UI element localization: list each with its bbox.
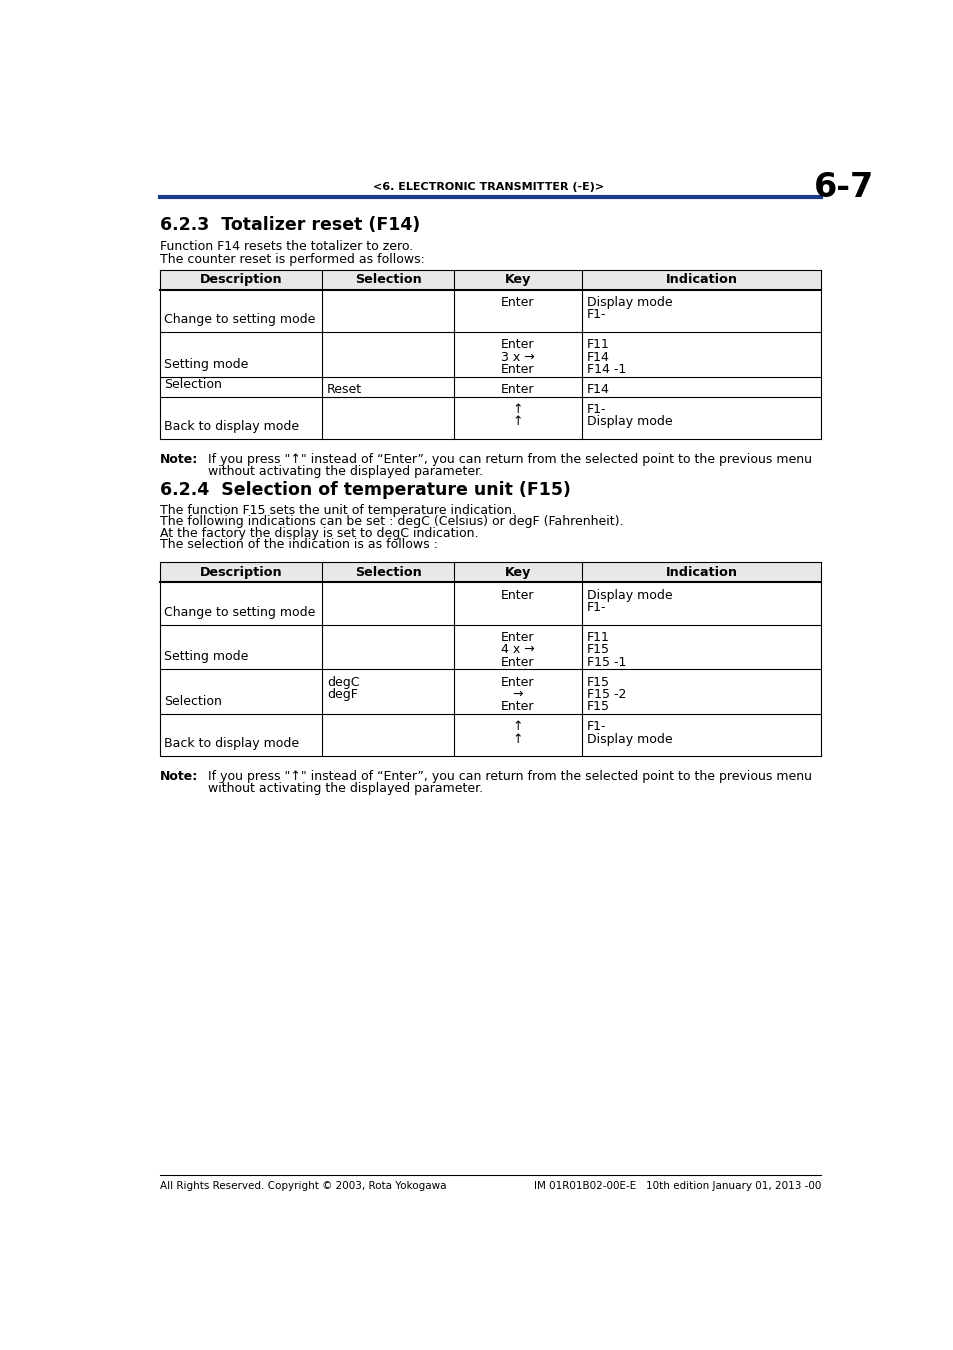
Text: F1-: F1- bbox=[586, 601, 605, 614]
Text: without activating the displayed parameter.: without activating the displayed paramet… bbox=[208, 464, 482, 478]
Text: Note:: Note: bbox=[159, 771, 197, 783]
Text: F15 -2: F15 -2 bbox=[586, 688, 625, 701]
Text: Enter: Enter bbox=[500, 656, 535, 668]
Text: Selection: Selection bbox=[164, 695, 222, 707]
Text: The counter reset is performed as follows:: The counter reset is performed as follow… bbox=[159, 252, 424, 266]
Text: F14: F14 bbox=[586, 351, 609, 363]
Text: Indication: Indication bbox=[665, 566, 737, 579]
Text: ↑: ↑ bbox=[512, 733, 522, 745]
Text: Back to display mode: Back to display mode bbox=[164, 420, 299, 433]
Text: At the factory the display is set to degC indication.: At the factory the display is set to deg… bbox=[159, 526, 477, 540]
Text: 6.2.4  Selection of temperature unit (F15): 6.2.4 Selection of temperature unit (F15… bbox=[159, 481, 570, 500]
Text: Back to display mode: Back to display mode bbox=[164, 737, 299, 751]
Text: F15: F15 bbox=[586, 643, 609, 656]
Text: Description: Description bbox=[199, 273, 282, 286]
Text: Enter: Enter bbox=[500, 363, 535, 375]
Text: Setting mode: Setting mode bbox=[164, 358, 249, 371]
Text: Display mode: Display mode bbox=[586, 589, 672, 602]
Text: F1-: F1- bbox=[586, 404, 605, 416]
Text: Setting mode: Setting mode bbox=[164, 651, 249, 663]
Text: All Rights Reserved. Copyright © 2003, Rota Yokogawa: All Rights Reserved. Copyright © 2003, R… bbox=[159, 1181, 446, 1191]
Text: If you press "↑" instead of “Enter”, you can return from the selected point to t: If you press "↑" instead of “Enter”, you… bbox=[208, 771, 811, 783]
Text: The function F15 sets the unit of temperature indication.: The function F15 sets the unit of temper… bbox=[159, 504, 515, 517]
Text: Enter: Enter bbox=[500, 296, 535, 309]
Text: →: → bbox=[512, 688, 522, 701]
Text: Display mode: Display mode bbox=[586, 416, 672, 428]
Text: If you press "↑" instead of “Enter”, you can return from the selected point to t: If you press "↑" instead of “Enter”, you… bbox=[208, 454, 811, 466]
Text: Display mode: Display mode bbox=[586, 296, 672, 309]
Text: degC: degC bbox=[327, 675, 359, 688]
Text: Note:: Note: bbox=[159, 454, 197, 466]
Bar bbox=[159, 563, 821, 756]
Text: Change to setting mode: Change to setting mode bbox=[164, 606, 315, 618]
Text: Enter: Enter bbox=[500, 630, 535, 644]
Text: IM 01R01B02-00E-E   10th edition January 01, 2013 -00: IM 01R01B02-00E-E 10th edition January 0… bbox=[534, 1181, 821, 1191]
Text: F15: F15 bbox=[586, 701, 609, 713]
Text: Selection: Selection bbox=[355, 566, 421, 579]
Text: F15: F15 bbox=[586, 675, 609, 688]
Text: ↑: ↑ bbox=[512, 721, 522, 733]
Text: The selection of the indication is as follows :: The selection of the indication is as fo… bbox=[159, 539, 437, 551]
Text: Display mode: Display mode bbox=[586, 733, 672, 745]
Text: Change to setting mode: Change to setting mode bbox=[164, 313, 315, 325]
Text: degF: degF bbox=[327, 688, 357, 701]
Bar bbox=[159, 270, 821, 439]
Text: F14 -1: F14 -1 bbox=[586, 363, 625, 375]
Bar bbox=[159, 270, 821, 290]
Text: Selection: Selection bbox=[355, 273, 421, 286]
Text: Description: Description bbox=[199, 566, 282, 579]
Text: F11: F11 bbox=[586, 630, 609, 644]
Text: Key: Key bbox=[504, 273, 531, 286]
Text: without activating the displayed parameter.: without activating the displayed paramet… bbox=[208, 782, 482, 795]
Bar bbox=[159, 563, 821, 582]
Text: Reset: Reset bbox=[327, 383, 362, 396]
Text: F11: F11 bbox=[586, 339, 609, 351]
Text: ↑: ↑ bbox=[512, 416, 522, 428]
Text: 6.2.3  Totalizer reset (F14): 6.2.3 Totalizer reset (F14) bbox=[159, 216, 419, 234]
Text: ↑: ↑ bbox=[512, 404, 522, 416]
Text: Enter: Enter bbox=[500, 383, 535, 396]
Text: Function F14 resets the totalizer to zero.: Function F14 resets the totalizer to zer… bbox=[159, 240, 413, 254]
Text: F1-: F1- bbox=[586, 308, 605, 321]
Text: 4 x →: 4 x → bbox=[500, 643, 535, 656]
Text: The following indications can be set : degC (Celsius) or degF (Fahrenheit).: The following indications can be set : d… bbox=[159, 516, 622, 528]
Text: F14: F14 bbox=[586, 383, 609, 396]
Text: 3 x →: 3 x → bbox=[500, 351, 535, 363]
Text: <6. ELECTRONIC TRANSMITTER (-E)>: <6. ELECTRONIC TRANSMITTER (-E)> bbox=[373, 182, 604, 193]
Text: Enter: Enter bbox=[500, 589, 535, 602]
Text: F15 -1: F15 -1 bbox=[586, 656, 625, 668]
Text: F1-: F1- bbox=[586, 721, 605, 733]
Text: Enter: Enter bbox=[500, 675, 535, 688]
Text: Selection: Selection bbox=[164, 378, 222, 390]
Text: Key: Key bbox=[504, 566, 531, 579]
Text: 6-7: 6-7 bbox=[813, 171, 873, 204]
Text: Enter: Enter bbox=[500, 701, 535, 713]
Text: Indication: Indication bbox=[665, 273, 737, 286]
Text: Enter: Enter bbox=[500, 339, 535, 351]
